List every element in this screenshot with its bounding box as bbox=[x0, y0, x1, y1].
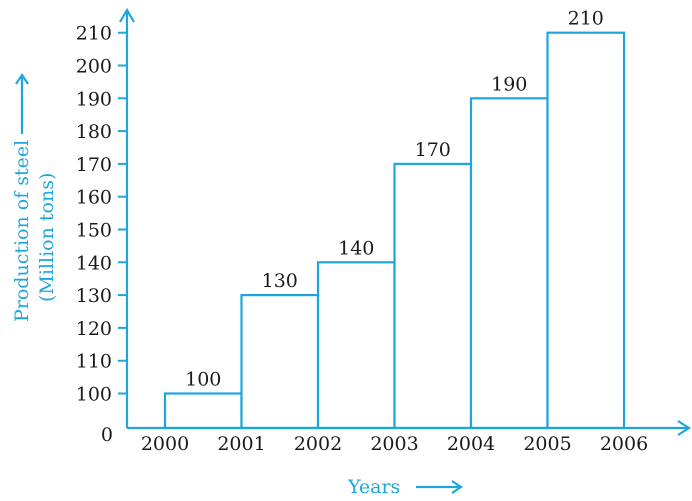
y-tick-label-160: 160 bbox=[76, 187, 112, 209]
y-axis-arrow-icon bbox=[119, 7, 135, 23]
y-axis-title-arrowhead-icon bbox=[15, 73, 29, 85]
x-tick-label-2000: 2000 bbox=[141, 433, 189, 455]
x-ticks-group: 2000 2001 2002 2003 2004 2005 2006 bbox=[141, 433, 648, 455]
y-tick-label-210: 210 bbox=[76, 23, 112, 45]
bar-2003 bbox=[393, 162, 473, 430]
y-tick-label-100: 100 bbox=[76, 384, 112, 406]
x-axis-title: Years bbox=[347, 476, 400, 498]
bars-group bbox=[163, 31, 626, 430]
bar-2002 bbox=[316, 261, 396, 430]
y-ticks-group: 100 110 120 130 140 150 160 170 180 190 200 210 bbox=[76, 23, 127, 406]
x-tick-label-2003: 2003 bbox=[370, 433, 418, 455]
x-axis-arrow-icon bbox=[677, 420, 692, 436]
y-tick-label-130: 130 bbox=[76, 285, 112, 307]
axes-group: 0 bbox=[101, 7, 692, 446]
bar-2005 bbox=[546, 31, 626, 430]
x-tick-label-2001: 2001 bbox=[217, 433, 265, 455]
x-tick-label-2005: 2005 bbox=[523, 433, 571, 455]
y-tick-label-170: 170 bbox=[76, 154, 112, 176]
bar-2001 bbox=[240, 294, 320, 430]
y-axis-title-line2: (Million tons) bbox=[36, 173, 58, 302]
data-label-2003: 170 bbox=[415, 139, 451, 161]
y-axis-title-line1: Production of steel bbox=[11, 140, 33, 322]
y-axis-title-group: Production of steel bbox=[11, 73, 33, 322]
y-tick-label-120: 120 bbox=[76, 318, 112, 340]
y-tick-label-200: 200 bbox=[76, 56, 112, 78]
data-label-2001: 130 bbox=[262, 270, 298, 292]
bar-2004 bbox=[469, 97, 549, 430]
y-tick-label-140: 140 bbox=[76, 252, 112, 274]
x-tick-label-2006: 2006 bbox=[600, 433, 648, 455]
x-tick-label-2004: 2004 bbox=[447, 433, 495, 455]
bar-2000 bbox=[163, 392, 243, 430]
data-labels-group: 100 130 140 170 190 210 bbox=[185, 8, 604, 391]
data-label-2000: 100 bbox=[185, 369, 221, 391]
data-label-2005: 210 bbox=[568, 8, 604, 30]
data-label-2002: 140 bbox=[338, 237, 374, 259]
y-tick-label-190: 190 bbox=[76, 88, 112, 110]
data-label-2004: 190 bbox=[491, 73, 527, 95]
x-tick-label-2002: 2002 bbox=[294, 433, 342, 455]
y-axis-title-group-2: (Million tons) bbox=[36, 173, 58, 302]
y-tick-label-180: 180 bbox=[76, 121, 112, 143]
y-tick-label-110: 110 bbox=[76, 351, 112, 373]
x-axis-title-arrow-icon bbox=[416, 480, 463, 494]
y-tick-label-150: 150 bbox=[76, 220, 112, 242]
y-origin-label: 0 bbox=[101, 424, 113, 446]
